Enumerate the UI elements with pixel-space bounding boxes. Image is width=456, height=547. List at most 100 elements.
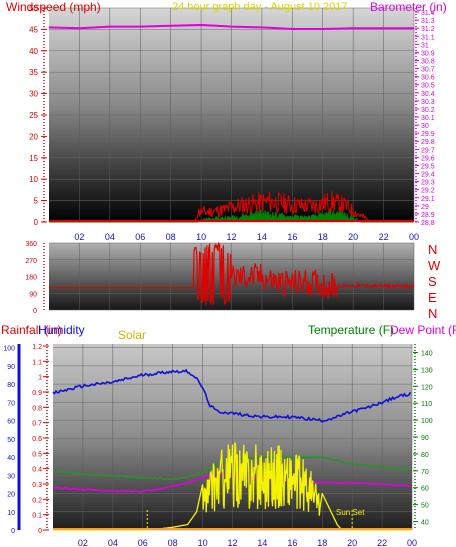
y-right-tick-label: 31 [421, 42, 429, 49]
compass-label: N [428, 306, 437, 321]
x-tick-label: 08 [168, 538, 178, 547]
y-right-tick-label: 29 [421, 204, 429, 211]
rainfall-tick-label: 1.2 [32, 344, 42, 351]
x-tick-label: 18 [317, 538, 327, 547]
y-right-tick-label: 29.1 [421, 196, 435, 203]
x-tick-label: 00 [407, 538, 417, 547]
humidity-tick-label: 70 [7, 400, 15, 407]
humidity-tick-label: 40 [7, 455, 15, 462]
rainfall-tick-label: 1.1 [32, 359, 42, 366]
rainfall-tick-label: 0.1 [32, 513, 42, 520]
temperature-tick-label: 110 [421, 401, 432, 408]
y-right-tick-label: 31.1 [421, 34, 435, 41]
y-right-tick-label: 30.2 [421, 107, 435, 114]
y-right-tick-label: 29.2 [421, 188, 435, 195]
x-tick-label: 02 [78, 538, 88, 547]
y-right-tick-label: 28.8 [421, 220, 435, 227]
x-tick-label: 12 [226, 232, 236, 242]
windspeed-ticks: 0 5 10 15 20 25 30 35 40 45 50 [29, 4, 47, 227]
y-right-tick-label: 29.3 [421, 180, 435, 187]
wind-grid [49, 7, 415, 223]
humidity-tick-label: 30 [7, 473, 15, 480]
x-tick-label: 18 [318, 232, 328, 242]
y-tick-label: 270 [25, 258, 37, 265]
y-tick-label: 5 [34, 197, 39, 206]
x-tick-label: 04 [108, 538, 118, 547]
y-right-tick-label: 30.4 [421, 91, 435, 98]
y-right-tick-label: 30.7 [421, 67, 435, 74]
x-tick-label: 06 [138, 538, 148, 547]
sunset-label: Sun Set [336, 508, 365, 517]
y-tick-label: 10 [29, 175, 38, 184]
temperature-tick-label: 100 [421, 418, 433, 425]
rainfall-tick-label: 0.4 [32, 467, 42, 474]
wind-direction-series [49, 241, 415, 306]
y-right-tick-label: 29.5 [421, 163, 435, 170]
humidity-ticks: 0 10 20 30 40 50 60 70 80 90 100 [3, 344, 21, 535]
temperature-tick-label: 40 [421, 520, 429, 527]
temperature-axis-label: Temperature (F) [308, 323, 394, 337]
humidity-tick-label: 60 [7, 419, 15, 426]
humidity-tick-label: 0 [11, 528, 15, 535]
y-right-tick-label: 29.4 [421, 172, 435, 179]
windspeed-axis-label: Windspeed (mph) [6, 0, 101, 14]
y-right-tick-label: 29.9 [421, 131, 435, 138]
y-right-tick-label: 30.8 [421, 58, 435, 65]
humidity-tick-label: 50 [7, 437, 15, 444]
y-tick-label: 180 [25, 275, 37, 282]
y-right-tick-label: 28.9 [421, 212, 435, 219]
x-tick-label: 16 [287, 538, 297, 547]
y-right-tick-label: 30 [421, 123, 429, 130]
compass-label: E [428, 290, 437, 305]
humidity-series [52, 368, 412, 424]
temperature-tick-label: 80 [421, 452, 429, 459]
y-tick-label: 35 [29, 68, 38, 77]
x-tick-label: 00 [409, 232, 419, 242]
y-right-tick-label: 30.3 [421, 99, 435, 106]
rainfall-tick-label: 0.3 [32, 482, 42, 489]
y-tick-label: 15 [29, 154, 38, 163]
y-tick-label: 90 [29, 291, 37, 298]
rainfall-tick-label: 0.2 [32, 497, 42, 504]
barometer-axis-label: Barometer (in) [370, 0, 447, 14]
x-tick-label: 08 [166, 232, 176, 242]
rainfall-tick-label: 0 [38, 528, 42, 535]
y-right-tick-label: 31.3 [421, 18, 435, 25]
rainfall-tick-label: 0.9 [32, 390, 42, 397]
temperature-tick-label: 50 [421, 503, 429, 510]
x-tick-label: 14 [257, 538, 267, 547]
x-tick-label: 20 [348, 232, 358, 242]
wind-series [48, 23, 414, 223]
y-right-tick-label: 30.5 [421, 83, 435, 90]
y-tick-label: 360 [25, 241, 37, 248]
direction-series [49, 241, 415, 306]
chart-title: 24 hour graph day - August 10 2017 [172, 1, 348, 13]
climate-x-ticks: 02 04 06 08 10 12 14 16 18 20 22 00 [78, 538, 417, 547]
temperature-tick-label: 130 [421, 367, 433, 374]
rainfall-tick-label: 0.6 [32, 436, 42, 443]
solar-axis-label: Solar [118, 328, 146, 342]
rainfall-tick-label: 0.5 [32, 451, 42, 458]
direction-ticks: 360 270 180 90 0 [25, 241, 45, 315]
x-tick-label: 14 [257, 232, 267, 242]
barometer-line [48, 23, 414, 30]
barometer-ticks: 28.828.92929.129.229.329.429.529.629.729… [415, 8, 435, 227]
x-tick-label: 20 [347, 538, 357, 547]
y-tick-label: 50 [29, 4, 38, 13]
y-tick-label: 40 [29, 47, 38, 56]
y-right-tick-label: 31.2 [421, 26, 435, 33]
x-tick-label: 10 [196, 232, 206, 242]
compass-label: S [428, 274, 437, 289]
y-tick-label: 0 [33, 308, 37, 315]
dewpoint-series [52, 473, 411, 493]
x-tick-label: 22 [379, 232, 389, 242]
x-tick-label: 22 [377, 538, 387, 547]
y-right-tick-label: 29.7 [421, 147, 435, 154]
y-right-tick-label: 31.4 [421, 10, 435, 17]
humidity-tick-label: 10 [7, 510, 15, 517]
y-right-tick-label: 29.8 [421, 139, 435, 146]
y-right-tick-label: 30.6 [421, 75, 435, 82]
temperature-tick-label: 120 [421, 384, 433, 391]
x-tick-label: 16 [287, 232, 297, 242]
